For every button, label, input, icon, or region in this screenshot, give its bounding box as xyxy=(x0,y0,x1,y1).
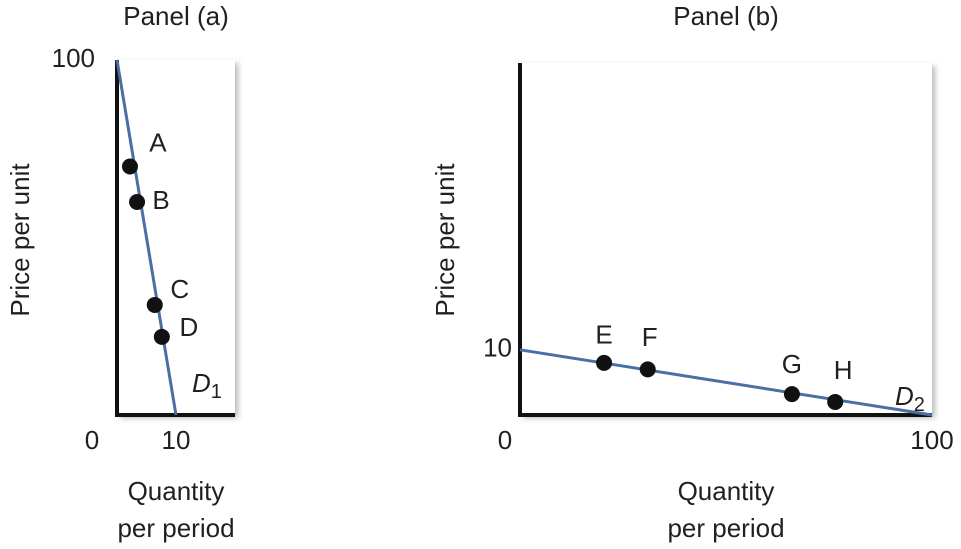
y-tick-label: 100 xyxy=(52,43,95,73)
x-tick-label: 0 xyxy=(498,425,512,455)
curve-label: D1 xyxy=(192,368,222,403)
x-tick-label: 100 xyxy=(910,425,953,455)
point xyxy=(129,194,146,210)
y-axis-label: Price per unit xyxy=(5,163,35,317)
curve-label-subscript: 1 xyxy=(211,381,222,403)
point xyxy=(153,328,170,345)
point xyxy=(639,361,656,378)
x-tick-label: 10 xyxy=(162,425,191,455)
x-tick-label: 0 xyxy=(85,425,99,455)
demand-curve xyxy=(115,59,178,416)
plot-area xyxy=(117,60,235,415)
panel-title: Panel (b) xyxy=(673,1,779,31)
point-label: E xyxy=(595,320,612,350)
point-label: D xyxy=(179,312,198,342)
point-label: A xyxy=(149,127,167,157)
x-axis-label: Quantity xyxy=(678,476,775,506)
curve-label: D2 xyxy=(895,381,925,416)
y-tick-label: 10 xyxy=(483,333,512,363)
point xyxy=(121,158,138,175)
point-label: H xyxy=(834,355,853,385)
x-axis-label: per period xyxy=(667,513,784,543)
point-label: G xyxy=(782,349,802,379)
curve-label-subscript: 2 xyxy=(914,394,925,416)
panel-title: Panel (a) xyxy=(123,1,229,31)
x-axis-label: Quantity xyxy=(128,476,225,506)
point xyxy=(596,354,613,371)
curve-label-text: D xyxy=(192,368,211,398)
point xyxy=(783,386,800,403)
demand-curve xyxy=(519,348,933,417)
point-label: F xyxy=(642,322,658,352)
curve-label-text: D xyxy=(895,381,914,411)
x-axis-label: per period xyxy=(117,513,234,543)
point-label: B xyxy=(152,185,169,215)
point xyxy=(827,393,844,410)
point-label: C xyxy=(170,274,189,304)
y-axis-label: Price per unit xyxy=(430,163,460,317)
point xyxy=(146,296,163,313)
plot-area xyxy=(520,63,932,415)
